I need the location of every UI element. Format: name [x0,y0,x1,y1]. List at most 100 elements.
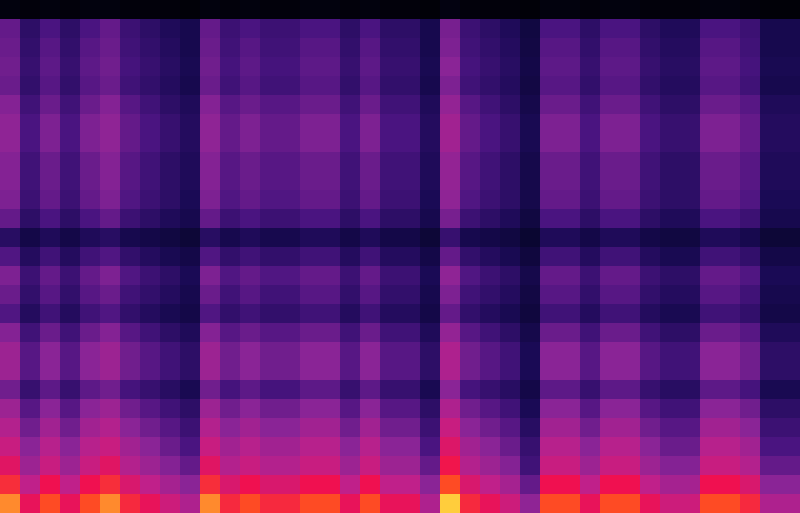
cell [700,152,720,171]
cell [780,342,800,361]
cell [220,494,240,513]
cell [220,133,240,152]
cell [520,95,540,114]
cell [440,95,460,114]
cell [540,399,560,418]
cell [580,247,600,266]
cell [300,209,320,228]
cell [640,19,660,38]
cell [740,304,760,323]
cell [280,133,300,152]
cell [240,304,260,323]
cell [0,190,20,209]
cell [220,209,240,228]
cell [620,247,640,266]
cell [300,19,320,38]
cell [420,247,440,266]
cell [480,399,500,418]
cell [80,437,100,456]
cell [320,19,340,38]
cell [280,95,300,114]
cell [680,456,700,475]
cell [180,418,200,437]
cell [40,38,60,57]
cell [500,19,520,38]
cell [500,133,520,152]
cell [320,475,340,494]
cell [100,342,120,361]
cell [140,342,160,361]
cell [240,57,260,76]
cell [280,171,300,190]
cell [180,399,200,418]
cell [480,418,500,437]
cell [480,38,500,57]
cell [420,361,440,380]
cell [320,228,340,247]
cell [80,209,100,228]
cell [600,247,620,266]
cell [340,152,360,171]
cell [780,171,800,190]
cell [460,57,480,76]
cell [300,304,320,323]
cell [520,76,540,95]
cell [740,342,760,361]
cell [40,475,60,494]
cell [20,38,40,57]
cell [480,76,500,95]
cell [400,38,420,57]
cell [200,380,220,399]
cell [660,228,680,247]
cell [680,152,700,171]
cell [320,57,340,76]
cell [200,323,220,342]
cell [60,380,80,399]
cell [180,475,200,494]
cell [180,133,200,152]
cell [500,95,520,114]
cell [380,247,400,266]
cell [720,228,740,247]
cell [180,228,200,247]
cell [220,361,240,380]
cell [660,247,680,266]
cell [160,76,180,95]
cell [460,437,480,456]
cell [460,190,480,209]
cell [500,342,520,361]
cell [180,209,200,228]
cell [460,76,480,95]
cell [140,76,160,95]
cell [300,380,320,399]
cell [440,228,460,247]
cell [20,19,40,38]
cell [260,19,280,38]
cell [160,38,180,57]
cell [400,380,420,399]
cell [440,38,460,57]
cell [740,456,760,475]
cell [460,19,480,38]
cell [380,342,400,361]
cell [420,418,440,437]
cell [680,171,700,190]
cell [320,437,340,456]
cell [640,95,660,114]
cell [240,76,260,95]
cell [400,19,420,38]
cell [60,323,80,342]
cell [40,494,60,513]
cell [140,361,160,380]
cell [500,76,520,95]
cell [20,228,40,247]
cell [700,171,720,190]
cell [180,494,200,513]
cell [280,323,300,342]
cell [360,475,380,494]
cell [480,19,500,38]
cell [340,228,360,247]
cell [0,228,20,247]
cell [720,247,740,266]
cell [200,190,220,209]
